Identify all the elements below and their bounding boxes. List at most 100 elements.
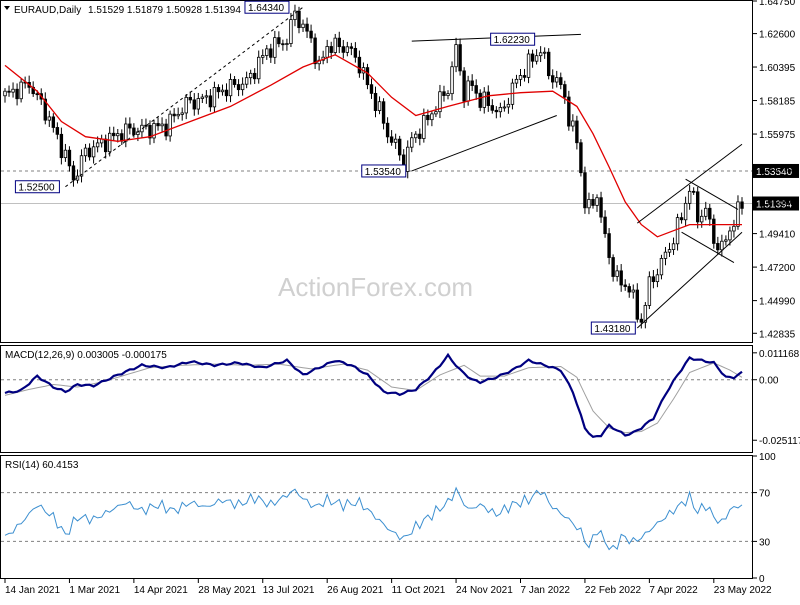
candle <box>261 49 265 65</box>
candle-body <box>91 146 96 158</box>
candle <box>325 39 329 64</box>
candle-body <box>252 72 257 80</box>
candle-body <box>712 218 716 244</box>
candle-body <box>349 46 354 49</box>
candle-body <box>240 83 245 91</box>
candle <box>695 186 700 229</box>
candle-body <box>389 136 394 143</box>
price-tag-box <box>753 196 799 211</box>
moving-average-line <box>4 54 742 238</box>
candle <box>87 143 92 161</box>
rsi-line <box>4 486 743 551</box>
candle <box>15 83 19 106</box>
macd-signal-line <box>4 362 743 434</box>
candle-body <box>216 87 221 93</box>
candle-body <box>406 146 410 172</box>
candle <box>103 134 108 159</box>
y-tick-label: 30 <box>759 537 771 548</box>
candle <box>269 43 273 63</box>
candle <box>712 214 716 249</box>
candle-body <box>112 132 116 137</box>
candle <box>575 115 579 150</box>
candle <box>204 90 209 104</box>
candle <box>385 117 390 144</box>
candle-body <box>720 240 724 251</box>
x-tick-label: 11 Oct 2021 <box>392 585 446 596</box>
candle <box>212 81 217 113</box>
annotation-label: 1.53540 <box>365 167 402 178</box>
price-annotation: 1.62230 <box>490 32 536 46</box>
y-tick-label: 1.44990 <box>759 297 796 308</box>
candle <box>446 90 450 100</box>
candle-body <box>663 251 668 259</box>
candle <box>716 236 720 255</box>
candle-body <box>232 79 237 85</box>
candle-body <box>546 51 551 77</box>
price-tag: 1.53540 <box>753 163 799 178</box>
candle <box>397 135 402 161</box>
candle <box>192 93 196 116</box>
candle <box>559 72 563 90</box>
candle <box>228 73 233 103</box>
candle-body <box>301 23 305 29</box>
candle <box>349 42 354 56</box>
rsi-panel-frame <box>0 455 753 579</box>
candle-body <box>277 37 281 45</box>
candle <box>450 61 454 101</box>
candle-body <box>313 37 317 65</box>
candle-body <box>414 133 418 139</box>
candle-body <box>659 258 664 276</box>
candle <box>108 126 112 157</box>
candle-body <box>724 239 728 242</box>
candle-body <box>466 80 470 102</box>
candle-body <box>470 80 474 86</box>
candle-body <box>704 207 708 217</box>
candle-body <box>7 90 11 93</box>
y-tick-label: 1.47200 <box>759 263 796 274</box>
candle-body <box>526 53 531 78</box>
candle-body <box>59 133 64 159</box>
candle-body <box>373 92 378 111</box>
candle <box>184 93 188 120</box>
candle <box>3 88 7 103</box>
chart-header: EURAUD,Daily 1.51529 1.51879 1.50928 1.5… <box>4 5 241 16</box>
candle <box>337 31 341 54</box>
candle-body <box>438 91 442 113</box>
candle <box>216 84 221 99</box>
candle-body <box>418 133 422 139</box>
collapse-triangle-icon[interactable] <box>4 6 10 10</box>
trendline <box>411 115 557 172</box>
candle-body <box>530 53 535 62</box>
candle-body <box>643 305 648 323</box>
candle-body <box>587 199 591 209</box>
candle <box>643 302 648 329</box>
candle <box>389 130 394 146</box>
candle-body <box>168 113 172 137</box>
candle-body <box>563 84 567 98</box>
candle <box>252 68 257 85</box>
candle-body <box>224 89 229 97</box>
candle <box>91 140 96 164</box>
candle <box>144 118 148 130</box>
candle <box>720 234 724 257</box>
candle-body <box>716 243 720 251</box>
candle <box>599 191 603 223</box>
candle-body <box>87 147 92 158</box>
candle <box>75 169 80 184</box>
trendline <box>681 231 735 263</box>
macd-layer <box>1 352 752 438</box>
x-tick-label: 7 Apr 2022 <box>649 585 698 596</box>
candle <box>454 37 458 73</box>
candle-body <box>281 43 285 46</box>
candle <box>470 74 474 92</box>
candle <box>317 55 321 71</box>
candle <box>168 110 172 142</box>
candle-body <box>67 149 72 167</box>
candle-body <box>655 274 660 283</box>
candle <box>79 149 84 183</box>
y-tick-label: 1.55975 <box>759 130 796 141</box>
candle-body <box>220 89 225 93</box>
candle-body <box>571 120 575 127</box>
candle <box>534 49 539 65</box>
candle-body <box>337 37 341 48</box>
